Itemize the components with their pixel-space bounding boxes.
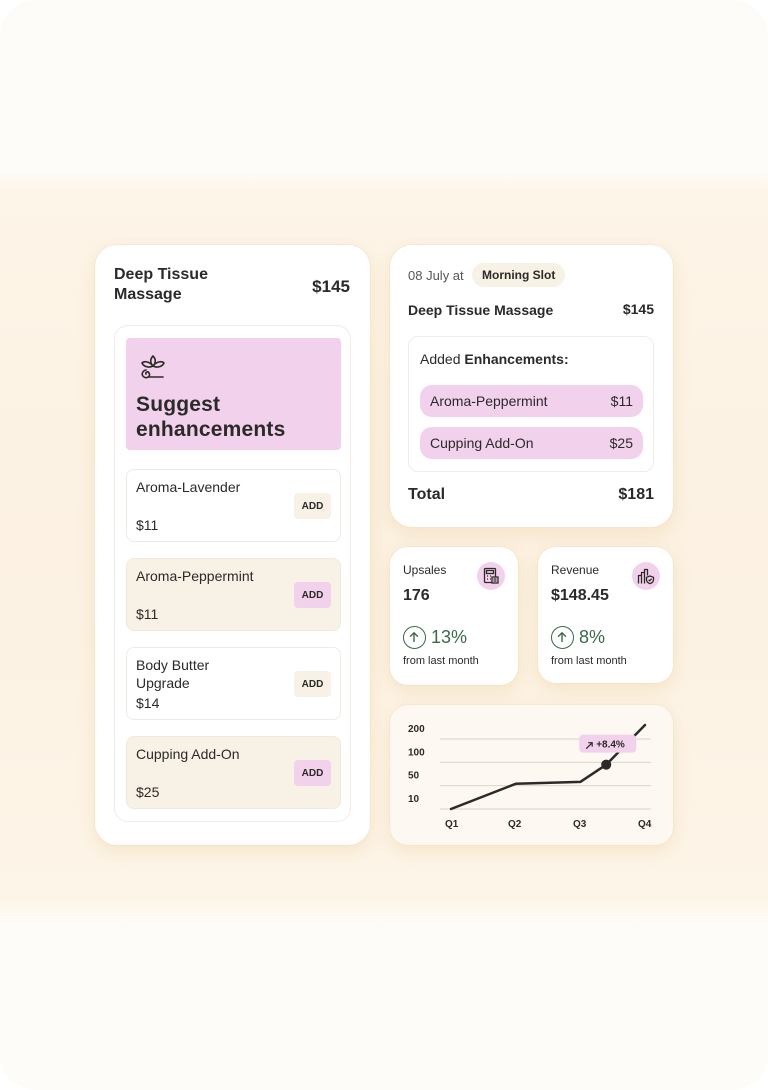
calculator-icon	[477, 562, 505, 590]
suggest-title: Suggest enhancements	[136, 393, 286, 441]
added-item-price: $25	[609, 435, 633, 451]
x-tick-label: Q1	[445, 819, 459, 830]
added-enhancements-panel: Added Enhancements: Aroma-Peppermint $11…	[408, 336, 654, 472]
stat-change-caption: from last month	[403, 655, 479, 667]
arrow-up-icon	[551, 626, 574, 649]
highlight-badge	[579, 734, 637, 753]
enhancement-price: $14	[136, 695, 160, 711]
stat-label: Revenue	[551, 563, 600, 577]
highlight-label: +8.4%	[596, 740, 625, 751]
enhancement-price: $11	[136, 517, 159, 533]
added-enhancements-label: Added Enhancements:	[420, 351, 569, 367]
products-shield-icon	[632, 562, 660, 590]
add-cupping-button[interactable]: ADD	[294, 760, 331, 786]
total-value: $181	[618, 486, 654, 503]
y-tick-label: 200	[408, 724, 425, 735]
service-title: Deep Tissue Massage	[114, 266, 208, 303]
x-tick-label: Q3	[573, 819, 587, 830]
enhancement-item-aroma-peppermint: Aroma-Peppermint $11 ADD	[126, 558, 341, 631]
arrow-up-icon	[403, 626, 426, 649]
suggest-banner: Suggest enhancements	[126, 338, 341, 450]
added-item-price: $11	[610, 393, 633, 409]
added-item-name: Aroma-Peppermint	[430, 393, 548, 409]
stat-change-caption: from last month	[551, 655, 627, 667]
added-item-aroma-peppermint: Aroma-Peppermint $11	[420, 385, 643, 417]
enhancement-price: $25	[136, 784, 160, 800]
summary-service-name: Deep Tissue Massage	[408, 302, 554, 318]
stat-label: Upsales	[403, 563, 447, 577]
y-tick-label: 50	[408, 771, 420, 782]
growth-chart-card: 200 100 50 10 Q1 Q2 Q3 Q4 +8.4%	[390, 705, 673, 845]
enhancement-item-aroma-lavender: Aroma-Lavender $11 ADD	[126, 469, 341, 542]
growth-line-chart: 200 100 50 10 Q1 Q2 Q3 Q4 +8.4%	[408, 723, 652, 830]
total-label: Total	[408, 486, 446, 503]
added-item-name: Cupping Add-On	[430, 435, 534, 451]
upsales-stat-card: Upsales 176 13% from last month	[390, 547, 518, 685]
x-tick-label: Q4	[638, 819, 652, 830]
stat-change: 13%	[431, 627, 468, 647]
lotus-icon	[141, 355, 165, 379]
enhancements-panel: Suggest enhancements Aroma-Lavender $11 …	[114, 325, 351, 822]
enhancement-name: Body Butter Upgrade	[136, 657, 210, 691]
arrow-up-right-icon	[585, 742, 593, 750]
stat-value: $148.45	[551, 587, 609, 604]
time-slot-badge: Morning Slot	[472, 263, 566, 287]
stat-change: 8%	[579, 627, 606, 647]
summary-service-price: $145	[622, 301, 654, 317]
enhancement-name: Cupping Add-On	[136, 746, 240, 762]
booking-date: 08 July at	[408, 268, 464, 283]
enhancement-name: Aroma-Lavender	[136, 479, 241, 495]
enhancement-name: Aroma-Peppermint	[136, 568, 254, 584]
add-aroma-peppermint-button[interactable]: ADD	[294, 582, 331, 608]
service-price: $145	[312, 277, 350, 296]
revenue-stat-card: Revenue $148.45 8% from last month	[538, 547, 673, 683]
enhancement-item-body-butter: Body Butter Upgrade $14 ADD	[126, 647, 341, 720]
booking-card: Deep Tissue Massage $145 Suggest enhance…	[95, 245, 370, 845]
y-tick-label: 10	[408, 794, 420, 805]
stat-value: 176	[403, 587, 430, 604]
add-body-butter-button[interactable]: ADD	[294, 671, 331, 697]
y-tick-label: 100	[408, 747, 425, 758]
add-aroma-lavender-button[interactable]: ADD	[294, 493, 331, 519]
highlight-point	[601, 759, 612, 770]
enhancement-price: $11	[136, 606, 159, 622]
added-item-cupping: Cupping Add-On $25	[420, 427, 643, 459]
x-tick-label: Q2	[508, 819, 522, 830]
booking-summary-card: 08 July at Morning Slot Deep Tissue Mass…	[390, 245, 673, 527]
enhancement-item-cupping: Cupping Add-On $25 ADD	[126, 736, 341, 809]
